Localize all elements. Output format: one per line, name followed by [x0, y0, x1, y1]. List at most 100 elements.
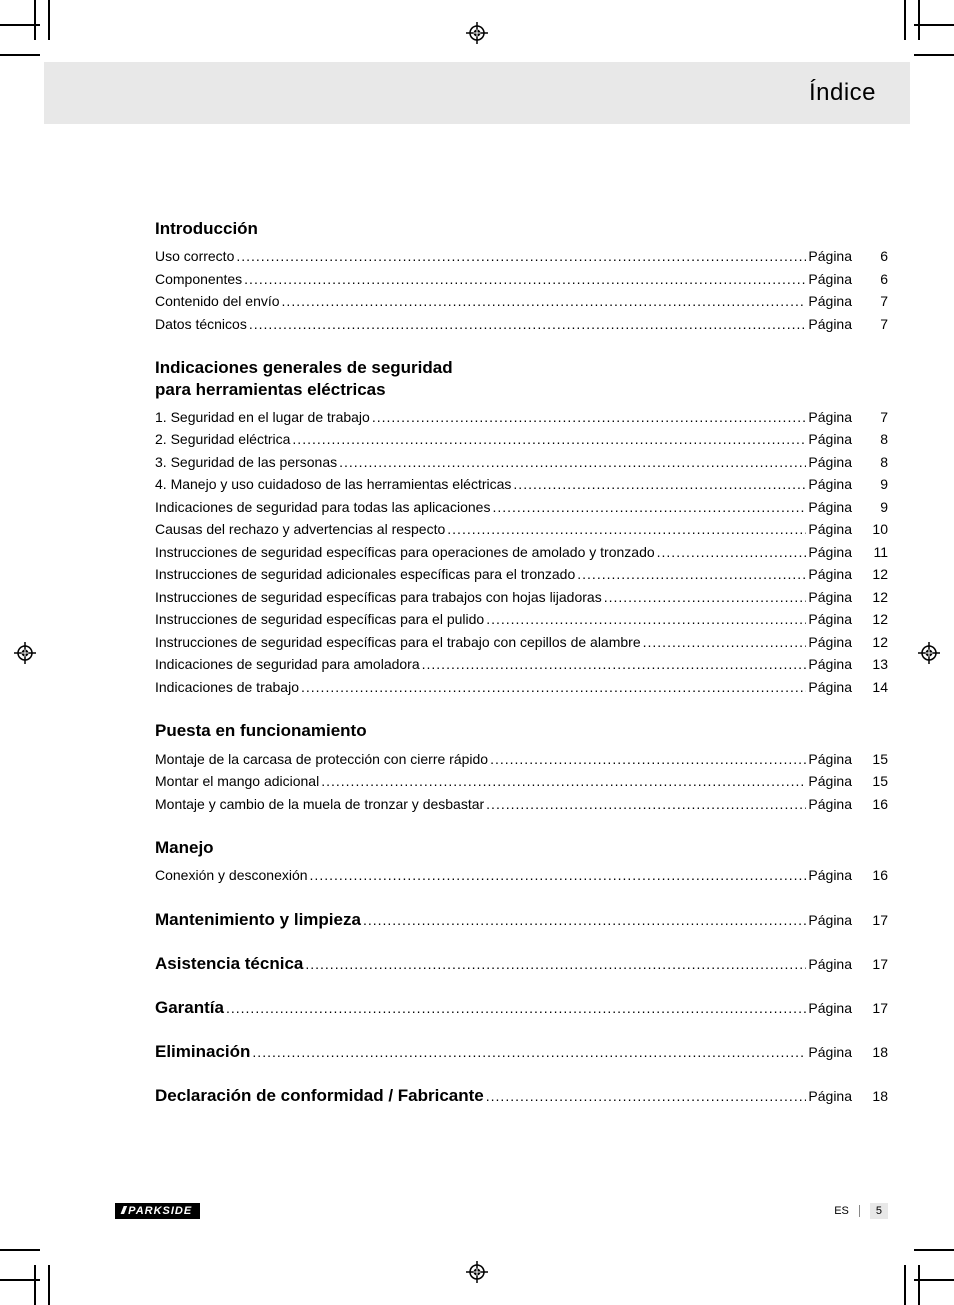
page-word: Página [808, 451, 852, 474]
entry-label: Componentes [155, 268, 242, 291]
entry-label: Causas del rechazo y advertencias al res… [155, 518, 445, 541]
entry-page: 11 [860, 541, 888, 564]
section-heading: Introducción [155, 218, 888, 239]
crop-mark [48, 0, 50, 40]
page-word: Página [808, 245, 852, 268]
toc-heading-entry: Declaración de conformidad / FabricanteP… [155, 1085, 888, 1107]
brand-logo: /// PARKSIDE [115, 1203, 200, 1219]
entry-label: Instrucciones de seguridad adicionales e… [155, 563, 575, 586]
entry-page: 12 [860, 563, 888, 586]
entry-label: Montar el mango adicional [155, 770, 319, 793]
page-word: Página [808, 676, 852, 699]
entry-label: 2. Seguridad eléctrica [155, 428, 290, 451]
entry-page: 12 [860, 586, 888, 609]
dot-leader [577, 563, 806, 586]
dot-leader [486, 1087, 807, 1105]
crop-mark [904, 1265, 906, 1305]
crop-mark [34, 1265, 36, 1305]
crop-mark [914, 24, 954, 26]
entry-page: 12 [860, 631, 888, 654]
page-word: Página [808, 1043, 852, 1061]
page-word: Página [808, 748, 852, 771]
entry-label: Uso correcto [155, 245, 234, 268]
section-heading: Puesta en funcionamiento [155, 720, 888, 741]
page-word: Página [808, 631, 852, 654]
entry-label: Indicaciones de seguridad para todas las… [155, 496, 490, 519]
page-word: Página [808, 955, 852, 973]
dot-leader [305, 955, 806, 973]
page-word: Página [808, 541, 852, 564]
registration-mark-icon [14, 642, 36, 664]
entry-label: 4. Manejo y uso cuidadoso de las herrami… [155, 473, 511, 496]
page-word: Página [808, 268, 852, 291]
entry-label: Datos técnicos [155, 313, 247, 336]
entry-label: Instrucciones de seguridad específicas p… [155, 586, 602, 609]
entry-page: 6 [860, 245, 888, 268]
dot-leader [486, 793, 806, 816]
entry-label: Conexión y desconexión [155, 864, 308, 887]
dot-leader [249, 313, 807, 336]
page-indicator: ES 5 [834, 1203, 888, 1219]
entry-heading-label: Asistencia técnica [155, 953, 303, 975]
dot-leader [422, 653, 807, 676]
toc-entry: 1. Seguridad en el lugar de trabajoPágin… [155, 406, 888, 429]
dot-leader [310, 864, 807, 887]
entry-page: 14 [860, 676, 888, 699]
entry-label: Instrucciones de seguridad específicas p… [155, 541, 655, 564]
section-entries: 1. Seguridad en el lugar de trabajo Págin… [155, 406, 888, 699]
toc-entry: Montar el mango adicionalPágina15 [155, 770, 888, 793]
toc-entry: Instrucciones de seguridad adicionales e… [155, 563, 888, 586]
entry-heading-label: Mantenimiento y limpieza [155, 909, 361, 931]
entry-heading-label: Declaración de conformidad / Fabricante [155, 1085, 484, 1107]
entry-label: 1. Seguridad en el lugar de trabajo [155, 406, 370, 429]
page-word: Página [808, 428, 852, 451]
dot-leader [604, 586, 807, 609]
dot-leader [339, 451, 806, 474]
page-title: Índice [809, 79, 876, 107]
toc-entry: Montaje de la carcasa de protección con … [155, 748, 888, 771]
dot-leader [236, 245, 806, 268]
entry-page: 8 [860, 451, 888, 474]
entry-page: 18 [860, 1087, 888, 1105]
section-entries: Conexión y desconexiónPágina16 [155, 864, 888, 887]
toc-entry: Montaje y cambio de la muela de tronzar … [155, 793, 888, 816]
entry-page: 17 [860, 955, 888, 973]
dot-leader [490, 748, 806, 771]
brand-name: PARKSIDE [128, 1205, 192, 1217]
dot-leader [282, 290, 807, 313]
crop-mark [914, 1279, 954, 1281]
entry-page: 8 [860, 428, 888, 451]
page-word: Página [808, 793, 852, 816]
entry-label: Montaje y cambio de la muela de tronzar … [155, 793, 484, 816]
header-band: Índice [44, 62, 910, 124]
toc-entry: Indicaciones de trabajoPágina14 [155, 676, 888, 699]
toc-entry: Indicaciones de seguridad para todas las… [155, 496, 888, 519]
page-number: 5 [870, 1203, 888, 1219]
entry-page: 12 [860, 608, 888, 631]
crop-mark [904, 0, 906, 40]
page-word: Página [808, 473, 852, 496]
entry-heading-label: Garantía [155, 997, 224, 1019]
toc-entry: Conexión y desconexiónPágina16 [155, 864, 888, 887]
entry-label: 3. Seguridad de las personas [155, 451, 337, 474]
section-heading: Manejo [155, 837, 888, 858]
crop-mark [914, 54, 954, 56]
entry-page: 9 [860, 496, 888, 519]
dot-leader [492, 496, 806, 519]
page-word: Página [808, 911, 852, 929]
dot-leader [363, 911, 806, 929]
entry-page: 7 [860, 290, 888, 313]
toc-entry: Causas del rechazo y advertencias al res… [155, 518, 888, 541]
dot-leader [252, 1043, 806, 1061]
crop-mark [918, 1265, 920, 1305]
entry-label: Contenido del envío [155, 290, 280, 313]
dot-leader [447, 518, 806, 541]
dot-leader [657, 541, 807, 564]
dot-leader [301, 676, 806, 699]
dot-leader [321, 770, 806, 793]
toc-heading-entry: Mantenimiento y limpiezaPágina17 [155, 909, 888, 931]
entry-label: Instrucciones de seguridad específicas p… [155, 631, 641, 654]
page-word: Página [808, 608, 852, 631]
toc-entry: Uso correcto Página 6 [155, 245, 888, 268]
footer: /// PARKSIDE ES 5 [115, 1203, 888, 1219]
